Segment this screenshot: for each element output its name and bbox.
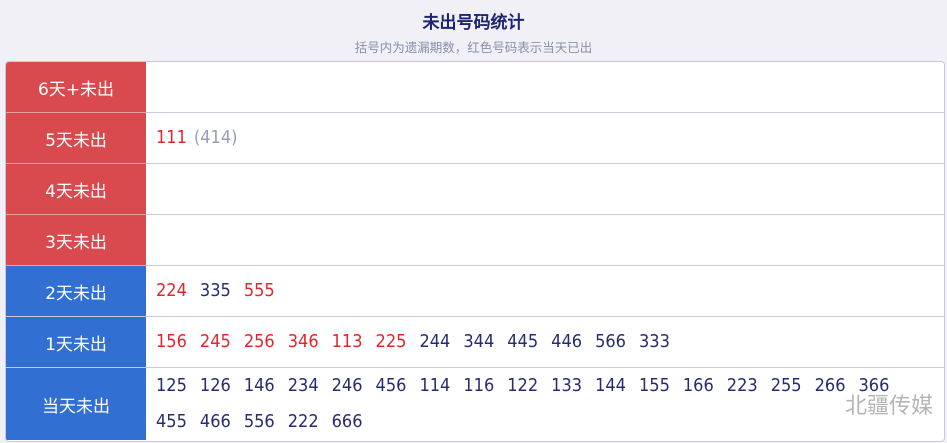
number: 466 — [199, 411, 231, 432]
number: 666 — [331, 411, 363, 432]
number: 125 — [156, 375, 187, 396]
number: 266 — [814, 375, 846, 396]
number: 346 — [287, 331, 319, 352]
table-row: 1天未出 156 245 256 346 113 225 244 344 445 446 566 333 — [6, 317, 944, 368]
row-label: 2天未出 — [6, 266, 146, 316]
number: 335 — [199, 280, 231, 301]
number: 114 — [419, 375, 451, 396]
number: 224 — [156, 280, 187, 301]
number: 113 — [331, 331, 363, 352]
number-list — [146, 164, 944, 214]
number: 222 — [287, 411, 319, 432]
miss-count: (414) — [193, 127, 238, 148]
table-row: 当天未出 125 126 146 234 246 456 114 116 122 133 144 155… — [6, 368, 944, 440]
table-row: 2天未出 224 335 555 — [6, 266, 944, 317]
number: 333 — [638, 331, 670, 352]
number: 246 — [331, 375, 363, 396]
table-row: 4天未出 — [6, 164, 944, 215]
number: 255 — [770, 375, 802, 396]
number: 166 — [682, 375, 714, 396]
row-label: 5天未出 — [6, 113, 146, 164]
watermark: 北疆传媒 — [844, 394, 933, 419]
number: 366 — [858, 375, 890, 396]
number: 256 — [243, 331, 275, 352]
number: 344 — [463, 331, 495, 352]
row-label: 3天未出 — [6, 215, 146, 266]
row-label: 6天+未出 — [6, 62, 146, 113]
number: 156 — [156, 331, 187, 352]
row-label: 4天未出 — [6, 164, 146, 215]
number: 555 — [243, 280, 275, 301]
row-label: 1天未出 — [6, 317, 146, 367]
number: 116 — [463, 375, 495, 396]
number: 245 — [199, 331, 231, 352]
number-list: 125 126 146 234 246 456 114 116 122 133 144 155 166 2… — [146, 368, 944, 440]
number: 122 — [507, 375, 539, 396]
number-list: 111 (414) — [146, 113, 944, 163]
number: 133 — [551, 375, 583, 396]
page-title: 未出号码统计 — [422, 13, 525, 33]
stats-table: 6天+未出 5天未出 111 (414) 4天未出 3天未出 2天未出 224 335 555 1天… — [5, 61, 945, 442]
number: 234 — [287, 375, 319, 396]
page-subtitle: 括号内为遗漏期数，红色号码表示当天已出 — [354, 40, 593, 55]
number-list: 156 245 256 346 113 225 244 344 445 446 566 333 — [146, 317, 944, 367]
table-row: 6天+未出 — [6, 62, 944, 113]
table-row: 3天未出 — [6, 215, 944, 266]
number: 111 — [156, 127, 187, 148]
number: 244 — [419, 331, 451, 352]
number: 566 — [595, 331, 626, 352]
number: 456 — [375, 375, 407, 396]
number: 455 — [156, 411, 187, 432]
number-list: 224 335 555 — [146, 266, 944, 316]
number: 225 — [375, 331, 407, 352]
row-label: 当天未出 — [6, 368, 146, 440]
table-row: 5天未出 111 (414) — [6, 113, 944, 164]
number: 556 — [243, 411, 275, 432]
number-list — [146, 62, 944, 112]
number: 223 — [726, 375, 758, 396]
number: 445 — [507, 331, 539, 352]
number-list — [146, 215, 944, 265]
number: 146 — [243, 375, 275, 396]
number: 144 — [595, 375, 626, 396]
number: 446 — [551, 331, 583, 352]
number: 126 — [199, 375, 231, 396]
number: 155 — [638, 375, 670, 396]
